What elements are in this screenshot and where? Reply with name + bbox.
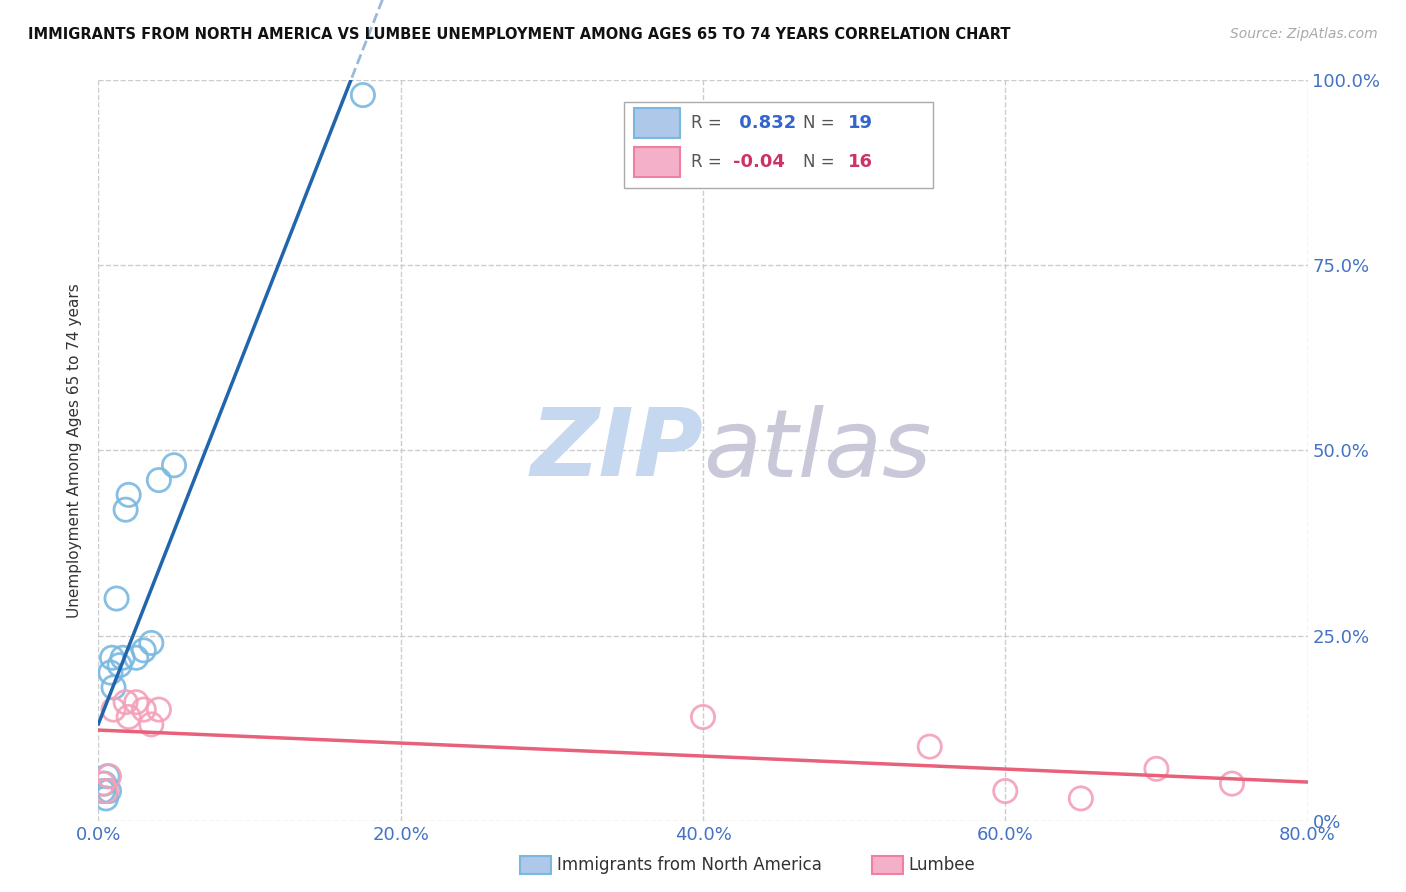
Text: atlas: atlas [703,405,931,496]
Point [132,643,155,657]
Text: Source: ZipAtlas.com: Source: ZipAtlas.com [1230,27,1378,41]
Text: N =: N = [803,114,841,132]
Point [101,650,124,665]
Point [103,703,125,717]
Text: Immigrants from North America: Immigrants from North America [557,856,821,874]
Bar [634,147,681,177]
Point [105,591,128,606]
Point [103,681,125,695]
Point [93,776,115,791]
Point [118,488,141,502]
Point [114,502,136,516]
Text: Lumbee: Lumbee [908,856,974,874]
Bar [634,109,681,138]
Y-axis label: Unemployment Among Ages 65 to 74 years: Unemployment Among Ages 65 to 74 years [67,283,83,618]
Point [1220,776,1243,791]
Text: IMMIGRANTS FROM NORTH AMERICA VS LUMBEE UNEMPLOYMENT AMONG AGES 65 TO 74 YEARS C: IMMIGRANTS FROM NORTH AMERICA VS LUMBEE … [28,27,1011,42]
Text: 19: 19 [848,114,873,132]
Point [94,784,117,798]
Text: 16: 16 [848,153,873,170]
Point [163,458,186,473]
Point [91,784,114,798]
Point [1144,762,1167,776]
Point [352,88,374,103]
Point [100,665,122,680]
Point [125,650,148,665]
Point [98,769,121,783]
Point [918,739,941,754]
Bar [624,103,932,187]
Text: R =: R = [690,114,727,132]
Point [692,710,714,724]
Point [94,791,117,805]
Point [141,717,163,731]
Point [108,658,131,673]
Text: ZIP: ZIP [530,404,703,497]
Point [148,703,170,717]
Text: N =: N = [803,153,841,170]
Point [118,710,141,724]
Point [98,784,121,798]
Text: R =: R = [690,153,727,170]
Text: 0.832: 0.832 [734,114,796,132]
Point [994,784,1017,798]
Point [96,769,118,783]
Point [114,695,136,709]
Point [1070,791,1092,805]
Point [141,636,163,650]
Point [91,776,114,791]
Point [125,695,148,709]
Point [148,473,170,487]
Point [132,703,155,717]
Text: -0.04: -0.04 [734,153,785,170]
Point [111,650,134,665]
